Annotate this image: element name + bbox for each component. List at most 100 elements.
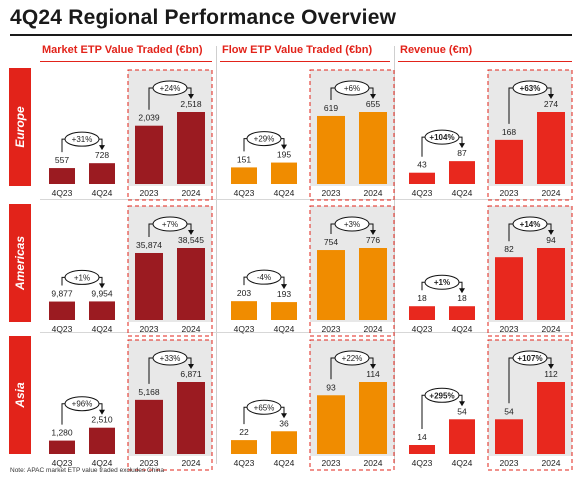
category-label-annual-market-europe: 2024 [182, 188, 201, 198]
category-label-annual-market-europe: 2023 [140, 188, 159, 198]
category-label-quarterly-market-americas: 4Q24 [92, 324, 113, 334]
data-label-annual-flow-asia: 93 [326, 382, 336, 392]
category-label-quarterly-revenue-asia: 4Q23 [412, 458, 433, 468]
change-arrow-annual-flow-europe [370, 94, 376, 99]
bar-quarterly-market-asia [89, 427, 115, 454]
category-label-annual-revenue-americas: 2024 [542, 324, 561, 334]
change-bubble-quarterly-market-asia [64, 396, 100, 412]
bar-quarterly-revenue-asia [449, 419, 475, 454]
category-label-quarterly-market-americas: 4Q23 [52, 324, 73, 334]
category-label-quarterly-flow-americas: 4Q24 [274, 324, 295, 334]
change-bubble-annual-market-europe [152, 80, 188, 96]
category-label-annual-revenue-europe: 2023 [500, 188, 519, 198]
annual-panel-border-flow-americas [309, 205, 395, 337]
category-label-quarterly-revenue-americas: 4Q24 [452, 324, 473, 334]
bar-annual-market-americas [177, 248, 205, 320]
change-bubble-annual-revenue-asia [512, 350, 548, 366]
data-label-quarterly-revenue-americas: 18 [417, 293, 427, 303]
bar-quarterly-flow-asia [231, 440, 257, 454]
annual-panel-border-revenue-americas [487, 205, 573, 337]
bar-annual-flow-europe [317, 115, 345, 184]
bar-quarterly-market-europe [89, 163, 115, 184]
bar-annual-revenue-americas [495, 257, 523, 320]
change-arrow-annual-revenue-europe [548, 94, 554, 99]
bar-quarterly-flow-europe [231, 167, 257, 184]
category-label-annual-flow-americas: 2024 [364, 324, 383, 334]
change-label-quarterly-revenue-europe: +104% [429, 133, 454, 142]
category-label-annual-revenue-europe: 2024 [542, 188, 561, 198]
bar-quarterly-revenue-europe [449, 161, 475, 184]
bar-quarterly-market-americas [89, 301, 115, 320]
change-arrow-quarterly-flow-americas [281, 284, 287, 290]
data-label-annual-flow-asia: 114 [366, 369, 380, 379]
change-label-annual-flow-asia: +22% [342, 354, 363, 363]
category-label-annual-flow-asia: 2024 [364, 458, 383, 468]
region-tab-europe: Europe [9, 68, 31, 186]
change-label-quarterly-market-europe: +31% [72, 135, 93, 144]
data-label-quarterly-market-americas: 9,877 [51, 289, 73, 299]
data-label-quarterly-revenue-europe: 43 [417, 160, 427, 170]
data-label-quarterly-market-asia: 2,510 [91, 415, 113, 425]
category-label-annual-flow-europe: 2024 [364, 188, 383, 198]
change-arrow-annual-market-europe [188, 94, 194, 99]
annual-panel-border-flow-asia [309, 339, 395, 471]
data-label-annual-flow-europe: 655 [366, 99, 380, 109]
bar-quarterly-market-asia [49, 440, 75, 454]
category-label-annual-flow-americas: 2023 [322, 324, 341, 334]
change-arrow-quarterly-revenue-americas [459, 288, 465, 294]
change-arrow-annual-revenue-americas [548, 230, 554, 235]
bar-annual-market-europe [135, 125, 163, 184]
column-header-revenue: Revenue (€m) [400, 44, 473, 56]
bar-quarterly-flow-americas [231, 301, 257, 320]
bar-quarterly-market-americas [49, 301, 75, 320]
category-label-quarterly-market-europe: 4Q24 [92, 188, 113, 198]
change-arrow-annual-market-americas [188, 230, 194, 235]
change-label-quarterly-revenue-americas: +1% [434, 278, 450, 287]
column-separator [216, 46, 217, 464]
change-bubble-quarterly-flow-americas [246, 269, 282, 285]
data-label-annual-flow-europe: 619 [324, 103, 338, 113]
region-tab-americas: Americas [9, 204, 31, 322]
bar-quarterly-flow-europe [271, 162, 297, 184]
region-tab-asia: Asia [9, 336, 31, 454]
category-label-quarterly-market-asia: 4Q24 [92, 458, 113, 468]
category-label-annual-flow-asia: 2023 [322, 458, 341, 468]
change-arrow-quarterly-flow-europe [281, 144, 287, 150]
data-label-annual-flow-americas: 776 [366, 235, 380, 245]
category-label-quarterly-revenue-americas: 4Q23 [412, 324, 433, 334]
data-label-annual-revenue-europe: 168 [502, 127, 516, 137]
data-label-annual-flow-americas: 754 [324, 237, 338, 247]
change-bubble-quarterly-flow-europe [246, 131, 282, 147]
data-label-quarterly-flow-americas: 193 [277, 289, 291, 299]
annual-panel-border-revenue-europe [487, 69, 573, 201]
data-label-annual-revenue-asia: 54 [504, 406, 514, 416]
data-label-quarterly-market-asia: 1,280 [51, 428, 73, 438]
annual-panel-border-market-americas [127, 205, 213, 337]
category-label-quarterly-flow-asia: 4Q23 [234, 458, 255, 468]
category-label-quarterly-revenue-asia: 4Q24 [452, 458, 473, 468]
change-label-annual-market-europe: +24% [160, 84, 181, 93]
category-label-quarterly-market-asia: 4Q23 [52, 458, 73, 468]
bar-annual-flow-asia [359, 382, 387, 454]
bar-annual-market-asia [135, 399, 163, 454]
change-bubble-annual-market-americas [152, 216, 188, 232]
change-bubble-quarterly-market-americas [64, 269, 100, 285]
change-label-annual-flow-europe: +6% [344, 84, 360, 93]
annual-panel-border-market-europe [127, 69, 213, 201]
change-label-quarterly-flow-asia: +65% [254, 403, 275, 412]
data-label-quarterly-revenue-americas: 18 [457, 293, 467, 303]
data-label-quarterly-market-americas: 9,954 [91, 288, 113, 298]
column-header-market: Market ETP Value Traded (€bn) [42, 44, 203, 56]
category-label-annual-market-asia: 2023 [140, 458, 159, 468]
bar-annual-revenue-asia [537, 382, 565, 454]
bar-quarterly-revenue-europe [409, 172, 435, 184]
data-label-annual-market-americas: 38,545 [178, 235, 204, 245]
change-arrow-annual-market-asia [188, 364, 194, 369]
bar-annual-flow-asia [317, 395, 345, 454]
change-arrow-quarterly-revenue-asia [459, 401, 465, 407]
column-rule-revenue [398, 61, 572, 62]
category-label-annual-market-americas: 2023 [140, 324, 159, 334]
row-separator [40, 332, 572, 333]
bar-quarterly-revenue-americas [409, 306, 435, 320]
